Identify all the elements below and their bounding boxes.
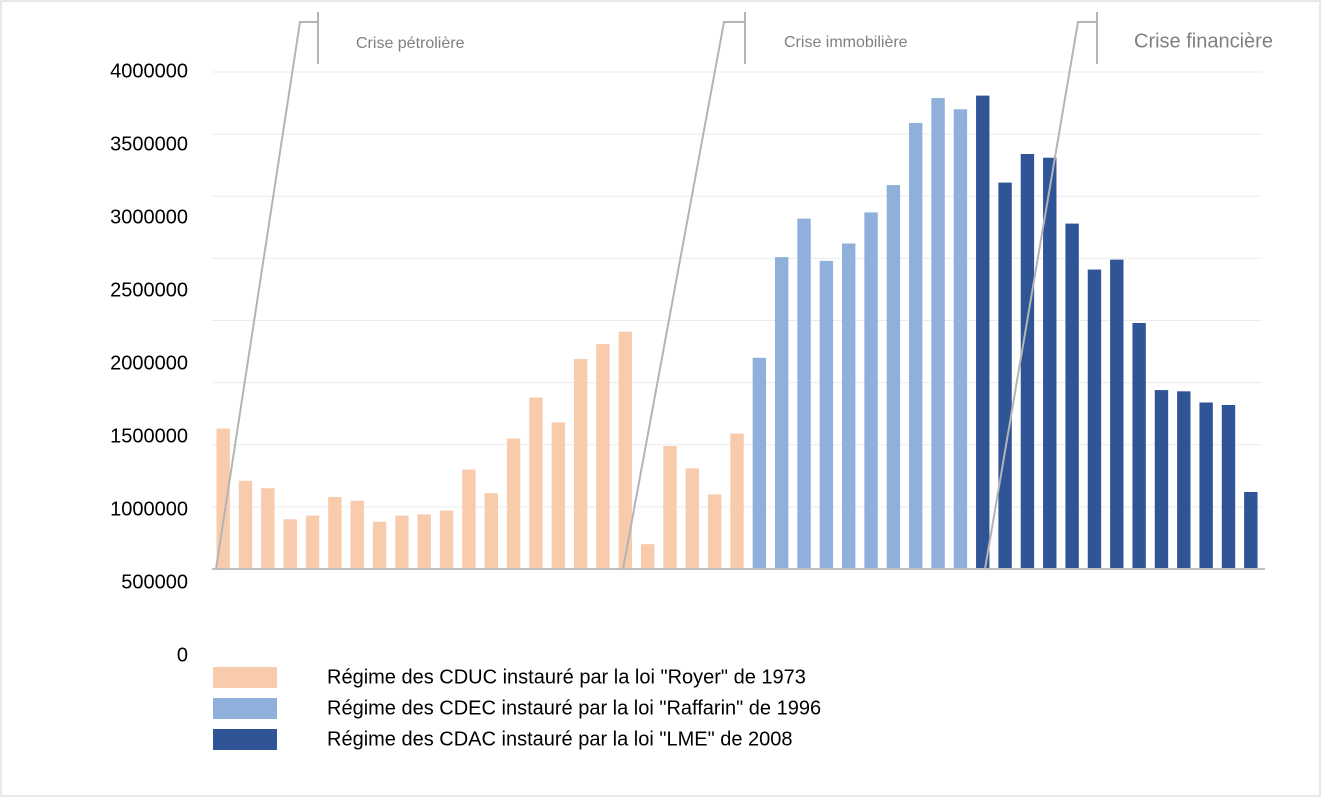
y-tick-label: 500000 <box>121 571 188 593</box>
y-tick-label: 1000000 <box>110 498 188 520</box>
bar <box>1132 322 1146 569</box>
annotation-leaders <box>215 12 1098 570</box>
bar <box>417 514 431 569</box>
bar <box>886 185 901 569</box>
leader-line <box>984 21 1097 570</box>
bar <box>774 257 789 569</box>
y-tick-label: 4000000 <box>110 60 188 82</box>
bar <box>238 480 253 569</box>
bar <box>305 515 320 569</box>
y-tick-label: 1500000 <box>110 425 188 447</box>
y-tick-label: 3500000 <box>110 133 188 155</box>
bar <box>395 515 409 569</box>
bar <box>529 397 543 569</box>
bar <box>439 510 454 569</box>
bar <box>1177 391 1191 569</box>
bar <box>328 496 342 569</box>
bar <box>1043 157 1057 570</box>
bar <box>1244 491 1258 569</box>
annotation: Crise immobilière <box>784 34 908 51</box>
y-tick-label: 3000000 <box>110 206 188 228</box>
bar <box>707 494 722 569</box>
y-tick-label: 2000000 <box>110 352 188 374</box>
legend-swatch <box>213 667 277 688</box>
bar <box>730 433 744 569</box>
bar <box>1065 223 1079 569</box>
bar <box>976 95 990 570</box>
bar <box>819 260 834 569</box>
leader-line <box>622 21 745 570</box>
bar <box>261 488 275 569</box>
bar <box>640 544 655 569</box>
bar <box>1221 404 1236 569</box>
bar <box>551 422 565 569</box>
leader-line <box>215 21 318 570</box>
bar <box>506 438 521 569</box>
bar <box>797 218 811 570</box>
bar <box>618 331 632 569</box>
bar <box>573 359 588 569</box>
bar <box>484 493 498 569</box>
legend-label: Régime des CDAC instauré par la loi "LME… <box>327 728 793 750</box>
annotation: Crise financière <box>1134 30 1273 52</box>
bar <box>1087 269 1102 569</box>
bar <box>931 98 945 569</box>
bar <box>998 182 1012 569</box>
bar <box>596 344 610 569</box>
bar <box>685 468 700 569</box>
bar <box>909 122 923 569</box>
bar <box>842 243 856 569</box>
bar <box>1110 259 1124 569</box>
bar <box>864 212 878 569</box>
bar <box>953 109 968 570</box>
legend-label: Régime des CDUC instauré par la loi "Roy… <box>327 666 806 688</box>
y-tick-label: 0 <box>177 644 188 666</box>
annotation: Crise pétrolière <box>356 35 465 52</box>
bar <box>216 428 230 569</box>
legend-swatch <box>213 698 277 719</box>
bar <box>372 521 387 569</box>
bar <box>752 357 767 569</box>
y-tick-label: 2500000 <box>110 279 188 301</box>
bar <box>663 445 677 569</box>
bar <box>1020 154 1035 569</box>
bar <box>1154 390 1169 569</box>
legend-label: Régime des CDEC instauré par la loi "Raf… <box>327 697 821 719</box>
legend-swatch <box>213 729 277 750</box>
bar <box>283 519 297 569</box>
bar <box>1199 402 1213 569</box>
bar <box>350 500 364 569</box>
bar <box>462 469 476 569</box>
